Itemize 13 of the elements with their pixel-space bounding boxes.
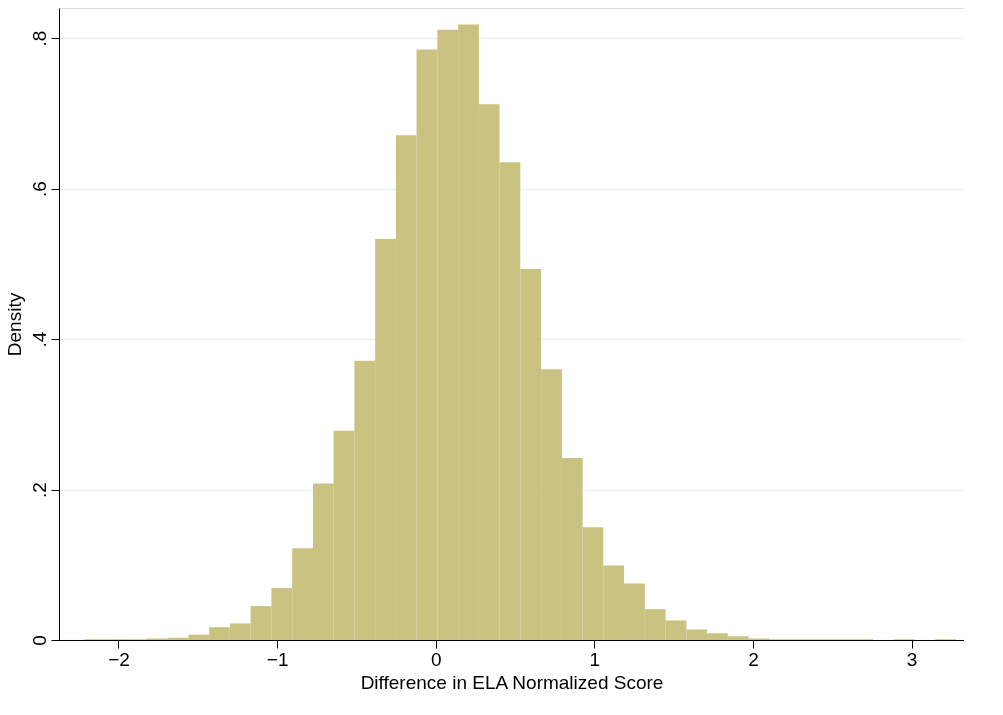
x-tick-label: 2 — [748, 648, 759, 670]
x-tick-label: 1 — [589, 648, 601, 670]
y-axis-title: Density — [3, 292, 25, 357]
x-tick-label: −1 — [266, 648, 289, 670]
y-tick-label: .6 — [28, 181, 50, 197]
y-tick-label: .2 — [28, 482, 50, 498]
x-tick-label: 0 — [430, 648, 442, 670]
x-tick-label: −2 — [108, 648, 130, 670]
y-tick-label: 0 — [28, 635, 50, 646]
x-axis-title: Difference in ELA Normalized Score — [360, 671, 664, 693]
y-tick-label: .4 — [28, 331, 50, 348]
x-tick-label: 3 — [906, 648, 918, 670]
y-tick-label: .8 — [28, 30, 50, 47]
